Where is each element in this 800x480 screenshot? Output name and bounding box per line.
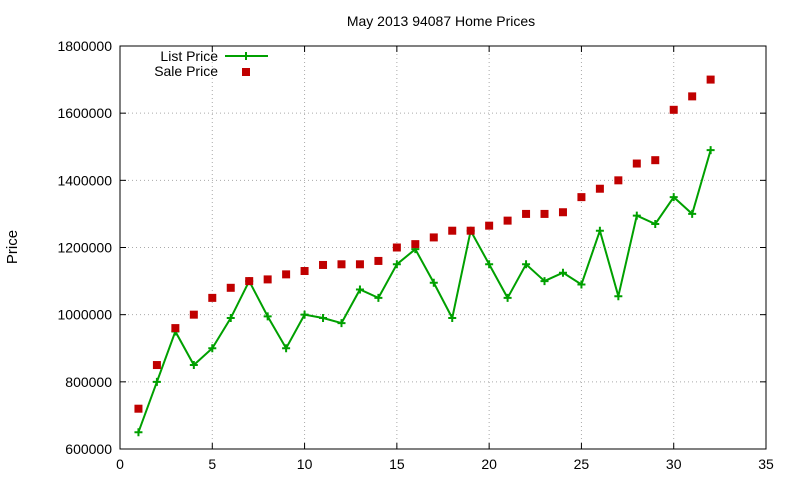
legend-label-sale-price: Sale Price bbox=[154, 63, 218, 79]
legend-label-list-price: List Price bbox=[160, 48, 218, 64]
list-price-point bbox=[577, 280, 586, 289]
list-price-point bbox=[614, 292, 623, 301]
sale-price-point bbox=[134, 404, 143, 413]
list-price-point bbox=[300, 310, 309, 319]
list-price-point bbox=[688, 209, 697, 218]
sale-price-point bbox=[651, 156, 660, 165]
y-tick-label: 1000000 bbox=[57, 307, 112, 323]
grid-lines bbox=[120, 46, 766, 449]
sale-price-point bbox=[319, 260, 328, 269]
axis-ticks: 0 5 10 15 20 25 30 35 600000 800000 1000000 1200000… bbox=[57, 38, 774, 472]
sale-price-point bbox=[300, 267, 309, 276]
sale-price-point bbox=[152, 361, 161, 370]
chart-title: May 2013 94087 Home Prices bbox=[347, 13, 535, 29]
list-price-point bbox=[503, 293, 512, 302]
y-tick-label: 800000 bbox=[65, 374, 112, 390]
x-tick-label: 20 bbox=[481, 456, 497, 472]
list-price-point bbox=[651, 219, 660, 228]
list-price-line bbox=[137, 149, 712, 433]
sale-price-point bbox=[503, 216, 512, 225]
legend: List Price Sale Price bbox=[154, 48, 268, 79]
x-tick-label: 30 bbox=[666, 456, 682, 472]
sale-price-point bbox=[245, 277, 254, 286]
x-tick-label: 35 bbox=[758, 456, 774, 472]
list-price-point bbox=[632, 211, 641, 220]
y-tick-label: 1400000 bbox=[57, 172, 112, 188]
y-tick-label: 1200000 bbox=[57, 240, 112, 256]
sale-price-point bbox=[226, 283, 235, 292]
list-price-point bbox=[540, 277, 549, 286]
y-axis-label: Price bbox=[4, 230, 21, 264]
sale-price-point bbox=[466, 226, 475, 235]
x-tick-label: 5 bbox=[208, 456, 216, 472]
list-price-point bbox=[189, 361, 198, 370]
list-price-point bbox=[558, 268, 567, 277]
legend-marker-sale-price bbox=[242, 68, 250, 76]
list-price-point bbox=[208, 344, 217, 353]
list-price-point bbox=[392, 260, 401, 269]
sale-price-point bbox=[411, 240, 420, 249]
list-price-point bbox=[485, 260, 494, 269]
sale-price-point bbox=[429, 233, 438, 242]
sale-price-point bbox=[577, 193, 586, 202]
list-price-point bbox=[355, 285, 364, 294]
list-price-point bbox=[226, 314, 235, 323]
sale-price-point bbox=[171, 324, 180, 333]
sale-price-point bbox=[282, 270, 291, 279]
sale-price-point bbox=[189, 310, 198, 319]
sale-price-point bbox=[355, 260, 364, 269]
list-price-point bbox=[429, 278, 438, 287]
list-price-point bbox=[337, 319, 346, 328]
sale-price-point bbox=[374, 256, 383, 265]
sale-price-point bbox=[706, 75, 715, 84]
sale-price-point bbox=[632, 159, 641, 168]
list-price-point bbox=[152, 377, 161, 386]
list-price-point bbox=[319, 314, 328, 323]
sale-price-point bbox=[392, 243, 401, 252]
sale-price-point bbox=[595, 184, 604, 193]
x-tick-label: 15 bbox=[389, 456, 405, 472]
sale-price-point bbox=[688, 92, 697, 101]
x-tick-label: 0 bbox=[116, 456, 124, 472]
list-price-point bbox=[706, 146, 715, 155]
list-price-point bbox=[669, 193, 678, 202]
x-tick-label: 25 bbox=[574, 456, 590, 472]
list-price-point bbox=[134, 428, 143, 437]
y-tick-label: 1600000 bbox=[57, 105, 112, 121]
series bbox=[134, 75, 715, 437]
sale-price-point bbox=[669, 105, 678, 114]
sale-price-point bbox=[263, 275, 272, 284]
sale-price-point bbox=[448, 226, 457, 235]
sale-price-point bbox=[540, 209, 549, 218]
sale-price-point bbox=[558, 208, 567, 217]
y-tick-label: 600000 bbox=[65, 441, 112, 457]
sale-price-point bbox=[522, 209, 531, 218]
sale-price-point bbox=[337, 260, 346, 269]
sale-price-point bbox=[614, 176, 623, 185]
list-price-point bbox=[595, 226, 604, 235]
list-price-point bbox=[282, 344, 291, 353]
list-price-point bbox=[263, 312, 272, 321]
sale-price-point bbox=[208, 293, 217, 302]
list-price-point bbox=[374, 293, 383, 302]
list-price-point bbox=[448, 314, 457, 323]
legend-marker-list-price bbox=[242, 52, 250, 60]
x-tick-label: 10 bbox=[297, 456, 313, 472]
y-tick-label: 1800000 bbox=[57, 38, 112, 54]
list-price-point bbox=[522, 260, 531, 269]
sale-price-point bbox=[485, 221, 494, 230]
